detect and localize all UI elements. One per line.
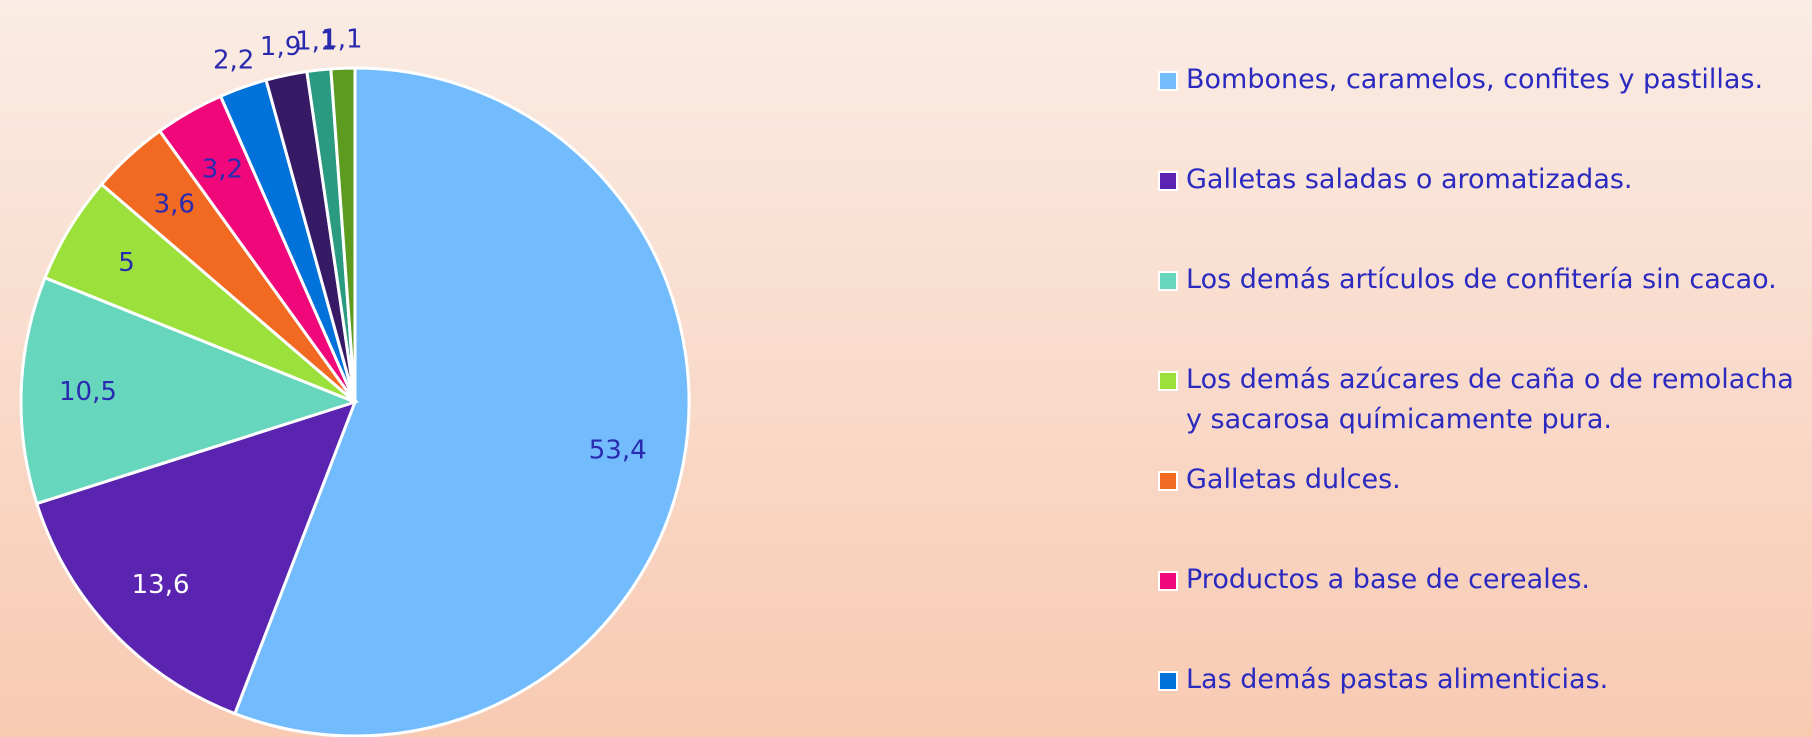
- data-label: 1,1: [321, 25, 362, 55]
- legend-label: Los demás azúcares de caña o de remolach…: [1186, 364, 1794, 435]
- legend-label: Los demás artículos de confitería sin ca…: [1186, 264, 1777, 295]
- legend-swatch: [1158, 471, 1178, 491]
- data-label: 1,9: [260, 32, 301, 62]
- pie-slice: [329, 66, 357, 403]
- data-label: 2,2: [213, 45, 254, 75]
- legend-item: Bombones, caramelos, confites y pastilla…: [1158, 60, 1808, 100]
- legend-item: Galletas dulces.: [1158, 460, 1808, 500]
- legend-item: Los demás azúcares de caña o de remolach…: [1158, 360, 1808, 440]
- legend-label: Las demás pastas alimenticias.: [1186, 664, 1609, 695]
- data-label: 1,1: [295, 27, 336, 57]
- legend-item: Galletas saladas o aromatizadas.: [1158, 160, 1808, 200]
- legend-item: Las demás pastas alimenticias.: [1158, 660, 1808, 700]
- data-label: 3,6: [154, 190, 195, 220]
- pie-slice: [34, 399, 358, 716]
- data-label: 53,4: [589, 435, 647, 465]
- legend-label: Productos a base de cereales.: [1186, 564, 1590, 595]
- pie-slice: [19, 275, 360, 506]
- legend-item: Productos a base de cereales.: [1158, 560, 1808, 600]
- data-label: 5: [118, 248, 135, 278]
- legend-item: Los demás artículos de confitería sin ca…: [1158, 260, 1808, 300]
- legend-swatch: [1158, 371, 1178, 391]
- legend-swatch: [1158, 71, 1178, 91]
- pie-slice: [232, 66, 691, 737]
- legend-swatch: [1158, 271, 1178, 291]
- legend-swatch: [1158, 571, 1178, 591]
- legend-swatch: [1158, 171, 1178, 191]
- legend-label: Galletas dulces.: [1186, 464, 1401, 495]
- legend-swatch: [1158, 671, 1178, 691]
- data-label: 13,6: [132, 570, 190, 600]
- data-label: 3,2: [202, 155, 243, 185]
- legend-label: Galletas saladas o aromatizadas.: [1186, 164, 1633, 195]
- legend-label: Bombones, caramelos, confites y pastilla…: [1186, 64, 1764, 95]
- data-label: 10,5: [59, 377, 117, 407]
